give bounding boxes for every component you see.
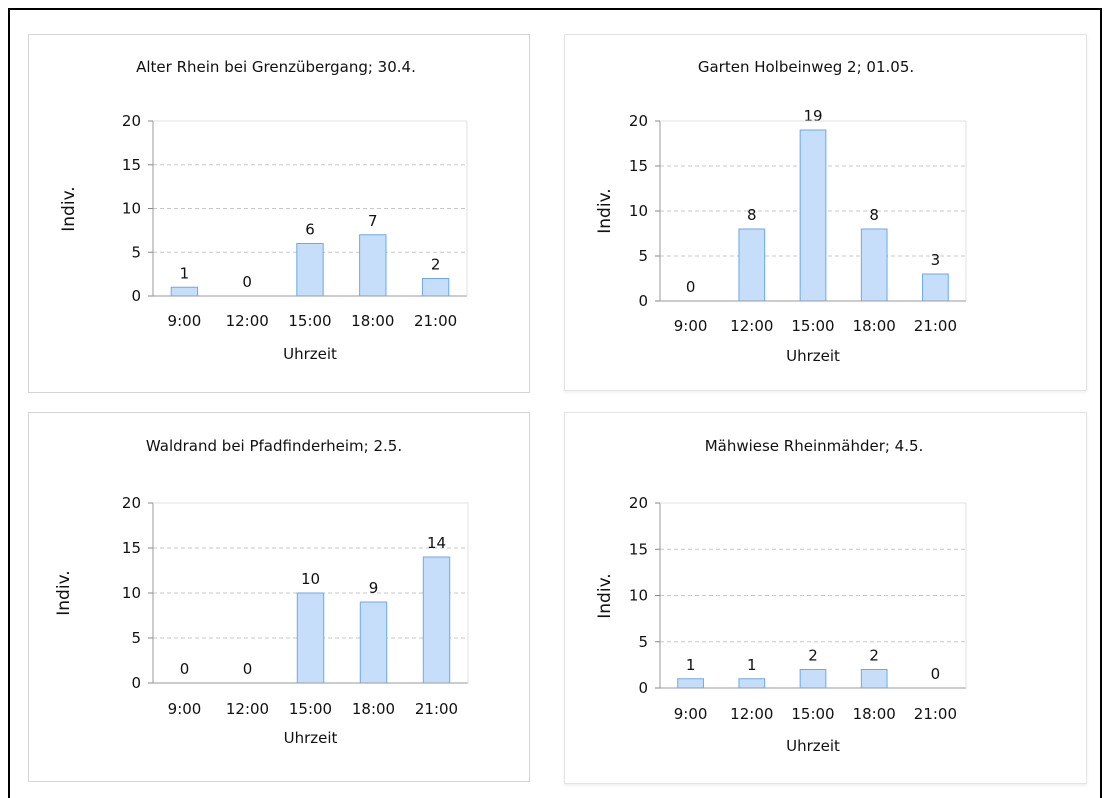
chart-title: Alter Rhein bei Grenzübergang; 30.4. [136,58,416,76]
data-label: 0 [180,660,190,678]
data-label: 3 [931,251,941,269]
bar [296,592,325,684]
y-tick-label: 15 [122,156,141,174]
chart-panel-waldrand: Waldrand bei Pfadfinderheim; 2.5. 0 5 10 15 2… [28,412,530,782]
x-axis-label: Uhrzeit [284,729,338,747]
chart-svg: Waldrand bei Pfadfinderheim; 2.5. 0 5 10 15 2… [54,437,469,747]
x-tick-label: 9:00 [674,317,708,335]
x-tick-label: 21:00 [914,705,957,723]
x-tick-label: 21:00 [414,312,457,330]
y-tick-label: 15 [122,539,141,557]
x-tick-label: 21:00 [415,700,458,718]
bar [860,228,888,302]
data-label: 14 [427,534,446,552]
y-axis-label: Indiv. [54,570,74,615]
x-tick-label: 18:00 [352,700,395,718]
x-tick-label: 18:00 [853,317,896,335]
data-label: 0 [242,273,252,291]
data-label: 0 [931,665,941,683]
x-tick-label: 15:00 [288,312,331,330]
chart-title: Waldrand bei Pfadfinderheim; 2.5. [146,437,402,455]
y-axis-label: Indiv. [595,573,615,618]
data-label: 1 [747,656,757,674]
chart-panel-alter-rhein: Alter Rhein bei Grenzübergang; 30.4. 0 5 10… [28,34,530,393]
x-tick-label: 21:00 [914,317,957,335]
y-tick-label: 20 [122,494,141,512]
data-label: 8 [869,206,879,224]
y-tick-label: 20 [629,112,648,130]
y-tick-label: 5 [638,633,648,651]
chart-svg: Garten Holbeinweg 2; 01.05. 0 5 10 15 20 0 8 19 8… [595,58,967,365]
data-label: 9 [369,579,379,597]
bar [738,228,766,302]
x-tick-label: 18:00 [853,705,896,723]
data-label: 0 [243,660,253,678]
y-axis-label: Indiv. [59,186,79,231]
y-tick-label: 0 [638,292,648,310]
data-label: 1 [686,656,696,674]
figure-frame [8,8,1102,798]
y-axis-label: Indiv. [595,188,615,233]
y-tick-label: 0 [638,679,648,697]
x-tick-label: 15:00 [289,700,332,718]
bar [799,669,827,689]
y-tick-label: 5 [638,247,648,265]
x-axis-label: Uhrzeit [786,347,840,365]
y-tick-label: 10 [629,202,648,220]
y-tick-label: 5 [131,243,141,261]
bar [799,129,827,302]
bar [860,669,888,689]
bar [922,273,949,302]
x-axis-label: Uhrzeit [283,345,337,363]
x-tick-label: 12:00 [730,317,773,335]
chart-panel-maehwiese: Mähwiese Rheinmähder; 4.5. 0 5 10 15 20 1 1 2 2 0 9… [564,412,1087,784]
y-tick-label: 0 [131,674,141,692]
bar [170,286,199,297]
data-label: 10 [301,570,320,588]
data-label: 8 [747,206,757,224]
bar [421,278,450,297]
x-tick-label: 9:00 [674,705,708,723]
x-tick-label: 9:00 [168,312,202,330]
x-tick-label: 15:00 [791,705,834,723]
chart-panel-garten-holbeinweg: Garten Holbeinweg 2; 01.05. 0 5 10 15 20 0 8 19 8… [564,34,1087,391]
x-tick-label: 12:00 [730,705,773,723]
y-tick-label: 15 [629,157,648,175]
bar [677,678,704,689]
bar [422,556,451,684]
data-label: 2 [431,256,441,274]
x-tick-label: 9:00 [168,700,202,718]
chart-title: Garten Holbeinweg 2; 01.05. [698,58,914,76]
y-tick-label: 10 [122,200,141,218]
y-tick-label: 5 [131,629,141,647]
chart-title: Mähwiese Rheinmähder; 4.5. [705,437,924,455]
y-tick-label: 15 [629,540,648,558]
data-label: 1 [180,264,190,282]
data-label: 19 [803,107,822,125]
x-tick-label: 15:00 [791,317,834,335]
data-label: 2 [869,647,879,665]
y-tick-label: 10 [629,587,648,605]
y-tick-label: 20 [629,494,648,512]
data-label: 2 [808,647,818,665]
chart-svg: Alter Rhein bei Grenzübergang; 30.4.0510… [59,58,468,363]
bar [296,243,324,297]
bar [359,234,387,297]
data-label: 0 [686,278,696,296]
y-tick-label: 20 [122,112,141,130]
x-tick-label: 12:00 [226,312,269,330]
bar [738,678,766,689]
x-tick-label: 18:00 [351,312,394,330]
data-label: 6 [305,221,315,239]
y-tick-label: 10 [122,584,141,602]
bar [359,601,388,684]
data-label: 7 [368,212,378,230]
x-axis-label: Uhrzeit [786,737,840,755]
x-tick-label: 12:00 [226,700,269,718]
y-tick-label: 0 [131,287,141,305]
